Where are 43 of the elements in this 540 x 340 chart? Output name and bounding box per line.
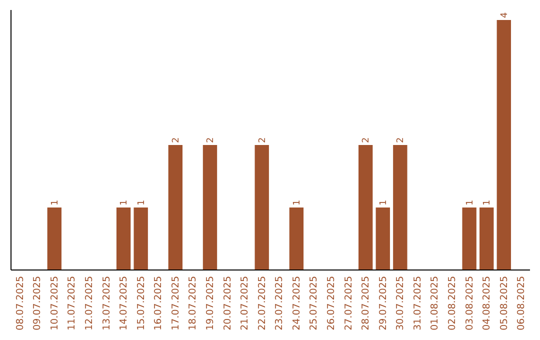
data-label: 1 [120, 200, 130, 206]
x-tick-label: 05.08.2025 [498, 276, 510, 330]
x-tick-label: 27.07.2025 [343, 276, 354, 330]
x-tick-label: 18.07.2025 [188, 276, 199, 330]
data-label: 1 [482, 200, 493, 206]
data-label: 2 [362, 137, 372, 143]
x-tick-label: 20.07.2025 [222, 276, 234, 330]
x-tick-label: 08.07.2025 [14, 276, 26, 330]
x-tick-label: 31.07.2025 [412, 276, 424, 330]
data-label: 1 [465, 200, 476, 206]
x-tick-label: 29.07.2025 [378, 276, 389, 330]
x-tick-label: 15.07.2025 [136, 276, 147, 330]
x-tick-label: 30.07.2025 [395, 276, 406, 330]
x-tick-label: 17.07.2025 [170, 276, 182, 330]
data-label: 1 [378, 200, 389, 206]
data-label: 1 [50, 200, 60, 206]
data-label: 1 [136, 200, 147, 206]
x-tick-label: 10.07.2025 [49, 276, 60, 330]
x-tick-label: 22.07.2025 [256, 276, 268, 330]
x-tick-label: 14.07.2025 [118, 276, 130, 330]
x-tick-label: 03.08.2025 [464, 276, 476, 330]
data-label: 4 [500, 12, 510, 18]
x-tick-label: 25.07.2025 [308, 276, 320, 330]
x-tick-label: 21.07.2025 [240, 276, 251, 330]
data-label: 2 [171, 137, 182, 143]
x-tick-label: 13.07.2025 [101, 276, 112, 330]
x-tick-label: 01.08.2025 [430, 276, 441, 330]
x-tick-label: 04.08.2025 [482, 276, 493, 330]
x-tick-label: 23.07.2025 [274, 276, 286, 330]
data-label: 2 [206, 137, 216, 143]
x-tick-label: 02.08.2025 [447, 276, 458, 330]
x-tick-label: 12.07.2025 [84, 276, 95, 330]
x-tick-label: 11.07.2025 [66, 276, 78, 330]
data-label: 2 [396, 137, 406, 143]
x-tick-label: 09.07.2025 [32, 276, 44, 330]
x-tick-label: 24.07.2025 [291, 276, 302, 330]
x-tick-label: 06.08.2025 [516, 276, 528, 330]
x-tick-label: 26.07.2025 [326, 276, 338, 330]
x-tick-label: 28.07.2025 [360, 276, 372, 330]
x-tick-label: 16.07.2025 [153, 276, 164, 330]
x-tick-label: 19.07.2025 [204, 276, 216, 330]
data-label: 1 [292, 200, 302, 206]
data-label: 2 [258, 137, 268, 143]
